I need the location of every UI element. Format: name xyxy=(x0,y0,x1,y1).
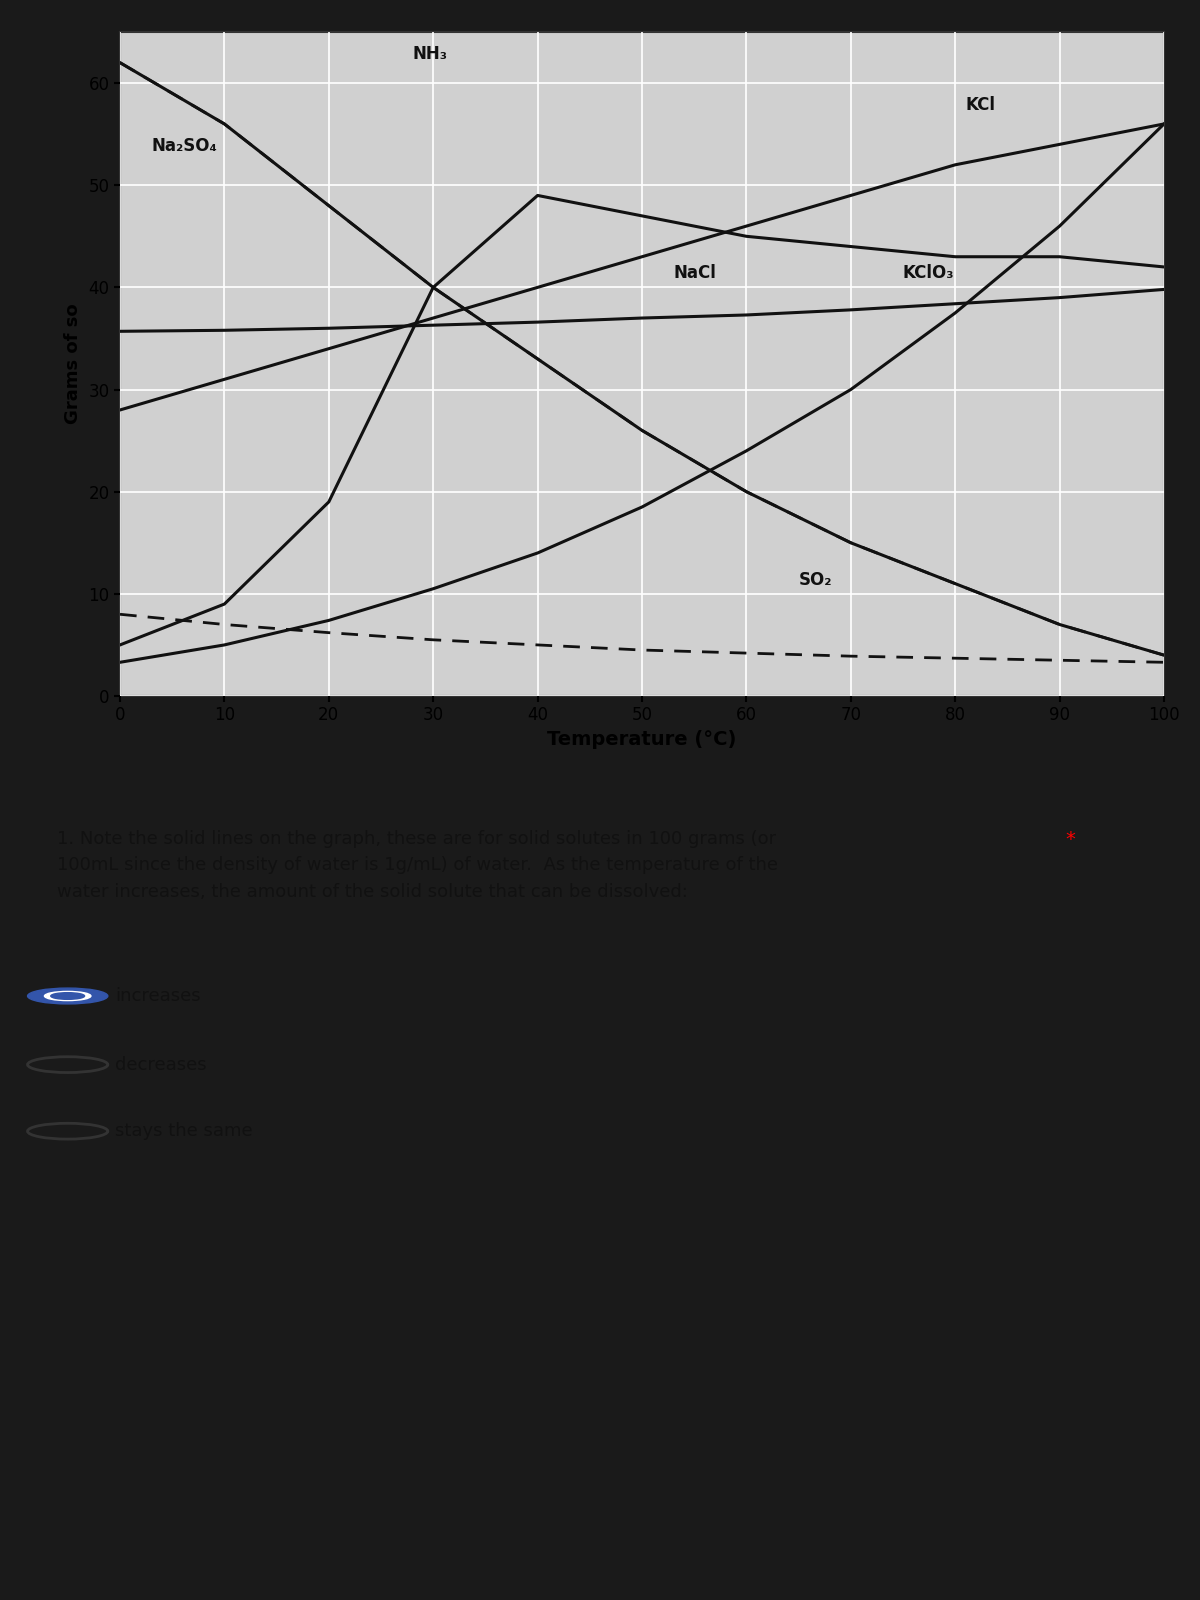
Circle shape xyxy=(28,989,108,1003)
Text: Na₂SO₄: Na₂SO₄ xyxy=(151,136,217,155)
Text: decreases: decreases xyxy=(115,1056,206,1074)
Text: increases: increases xyxy=(115,987,200,1005)
Y-axis label: Grams of so: Grams of so xyxy=(64,304,82,424)
Text: KClO₃: KClO₃ xyxy=(904,264,954,282)
Text: 1. Note the solid lines on the graph, these are for solid solutes in 100 grams (: 1. Note the solid lines on the graph, th… xyxy=(58,830,778,901)
Text: *: * xyxy=(1066,830,1075,850)
Text: NH₃: NH₃ xyxy=(413,45,448,62)
Circle shape xyxy=(50,992,84,1000)
Circle shape xyxy=(44,992,91,1000)
Text: SO₂: SO₂ xyxy=(799,571,832,589)
Text: stays the same: stays the same xyxy=(115,1122,253,1141)
X-axis label: Temperature (°C): Temperature (°C) xyxy=(547,730,737,749)
Text: NaCl: NaCl xyxy=(673,264,716,282)
Text: KCl: KCl xyxy=(966,96,996,114)
